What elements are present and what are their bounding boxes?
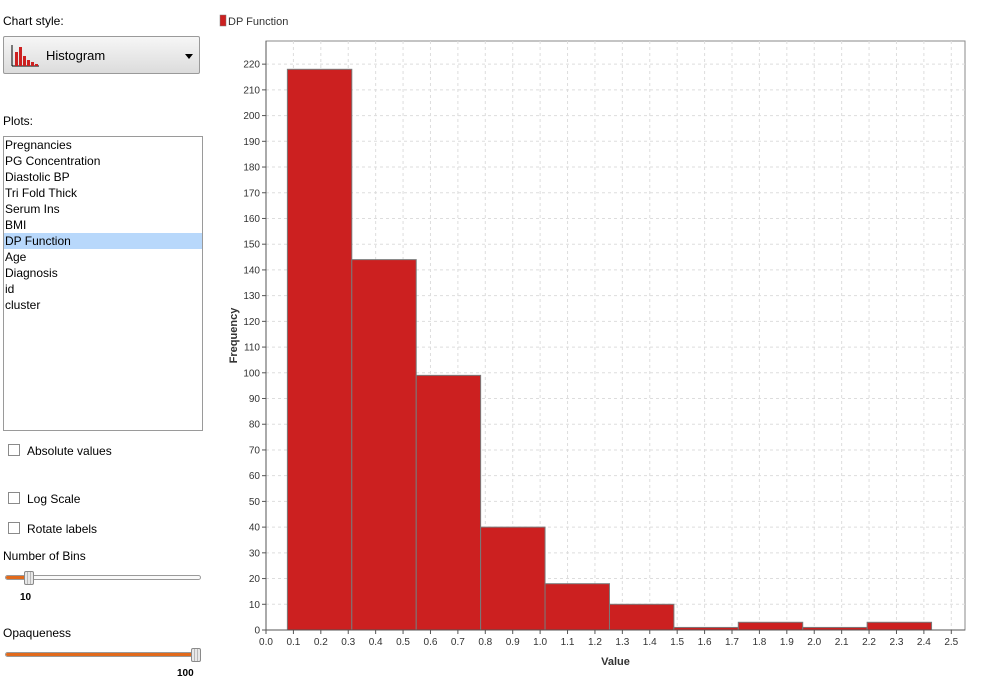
- y-tick-label: 140: [243, 265, 260, 276]
- y-tick-label: 220: [243, 60, 260, 71]
- x-tick-label: 1.1: [561, 637, 575, 648]
- histogram-bar: [415, 374, 482, 631]
- log-scale-label: Log Scale: [27, 492, 81, 506]
- x-tick-label: 1.8: [752, 637, 766, 648]
- x-tick-label: 1.4: [643, 637, 657, 648]
- y-tick-label: 110: [244, 343, 260, 354]
- x-tick-label: 1.9: [780, 637, 794, 648]
- y-axis-title: Frequency: [228, 307, 240, 364]
- plot-list-item[interactable]: Age: [5, 250, 27, 264]
- histogram-bar: [544, 583, 610, 631]
- x-tick-label: 1.2: [588, 637, 602, 648]
- y-tick-label: 130: [243, 291, 260, 302]
- number-of-bins-slider[interactable]: [5, 571, 201, 585]
- x-tick-label: 0.0: [259, 637, 273, 648]
- opaqueness-slider[interactable]: [5, 648, 201, 662]
- x-tick-label: 2.2: [862, 637, 876, 648]
- plot-list-item[interactable]: DP Function: [4, 233, 202, 249]
- y-tick-label: 210: [243, 85, 260, 96]
- y-tick-label: 160: [243, 214, 260, 225]
- y-tick-label: 150: [243, 240, 260, 251]
- chart-style-dropdown[interactable]: Histogram: [3, 36, 200, 74]
- y-tick-label: 70: [249, 445, 261, 456]
- plot-list-item[interactable]: Serum Ins: [5, 202, 60, 216]
- x-tick-label: 2.5: [944, 637, 958, 648]
- y-tick-label: 180: [243, 163, 260, 174]
- x-tick-label: 0.2: [314, 637, 328, 648]
- x-tick-label: 2.3: [890, 637, 904, 648]
- slider-fill: [6, 653, 194, 656]
- histogram-bar: [866, 621, 933, 631]
- plot-list-item[interactable]: PG Concentration: [5, 154, 101, 168]
- x-tick-label: 2.1: [835, 637, 849, 648]
- plot-list-item[interactable]: BMI: [5, 218, 27, 232]
- x-tick-label: 1.5: [670, 637, 684, 648]
- log-scale-checkbox[interactable]: [8, 492, 20, 504]
- x-axis-title: Value: [601, 656, 630, 668]
- y-tick-label: 90: [249, 394, 261, 405]
- plot-list-item[interactable]: Diagnosis: [5, 266, 58, 280]
- y-tick-label: 190: [243, 137, 260, 148]
- x-tick-label: 0.9: [506, 637, 520, 648]
- histogram-bar: [351, 259, 417, 631]
- number-of-bins-label: Number of Bins: [3, 549, 86, 563]
- slider-track: [5, 575, 201, 580]
- legend-label: DP Function: [228, 16, 288, 28]
- rotate-labels-label: Rotate labels: [27, 522, 98, 536]
- y-tick-label: 0: [254, 626, 260, 637]
- slider-thumb[interactable]: [24, 571, 34, 585]
- plots-label: Plots:: [3, 114, 34, 128]
- y-tick-label: 100: [243, 368, 260, 379]
- y-tick-label: 20: [249, 574, 261, 585]
- x-tick-label: 1.6: [698, 637, 712, 648]
- plots-list[interactable]: Pregnancies PG Concentration Diastolic BP T…: [3, 136, 203, 431]
- x-tick-label: 0.8: [478, 637, 492, 648]
- chart-style-value: Histogram: [46, 48, 106, 63]
- y-tick-label: 10: [249, 600, 261, 611]
- rotate-labels-checkbox[interactable]: [8, 522, 20, 534]
- x-tick-label: 2.4: [917, 637, 931, 648]
- opaqueness-value: 100: [177, 668, 194, 679]
- y-tick-label: 30: [249, 548, 261, 559]
- histogram-bar: [608, 603, 675, 631]
- y-tick-label: 80: [249, 420, 261, 431]
- x-tick-label: 0.5: [396, 637, 410, 648]
- x-tick-label: 0.7: [451, 637, 465, 648]
- plot-list-item[interactable]: Pregnancies: [5, 138, 72, 152]
- chevron-down-icon: [185, 54, 193, 59]
- y-tick-label: 40: [249, 523, 261, 534]
- x-tick-label: 1.7: [725, 637, 739, 648]
- legend-swatch: [219, 14, 227, 27]
- histogram-bar: [480, 526, 546, 631]
- y-tick-label: 200: [243, 111, 260, 122]
- slider-fill: [6, 576, 27, 579]
- y-tick-label: 50: [249, 497, 261, 508]
- plot-list-item[interactable]: Diastolic BP: [5, 170, 70, 184]
- y-tick-label: 120: [243, 317, 260, 328]
- opaqueness-label: Opaqueness: [3, 626, 72, 640]
- absolute-values-checkbox[interactable]: [8, 444, 20, 456]
- y-tick-label: 170: [243, 188, 260, 199]
- plot-list-item[interactable]: cluster: [5, 298, 41, 312]
- slider-thumb[interactable]: [191, 648, 201, 662]
- x-tick-label: 0.3: [341, 637, 355, 648]
- chart-style-label: Chart style:: [3, 14, 64, 28]
- x-tick-label: 0.1: [286, 637, 300, 648]
- histogram-bar: [737, 621, 804, 631]
- number-of-bins-value: 10: [20, 592, 32, 603]
- x-tick-label: 1.0: [533, 637, 547, 648]
- histogram-chart: 0 10 20 30 40 50 60 70 80 90 100 110 120 130 140 150 160…: [219, 14, 966, 668]
- plot-list-item[interactable]: id: [5, 282, 15, 296]
- x-tick-label: 0.6: [424, 637, 438, 648]
- x-tick-label: 0.4: [369, 637, 383, 648]
- x-tick-label: 2.0: [807, 637, 821, 648]
- x-tick-label: 1.3: [615, 637, 629, 648]
- absolute-values-label: Absolute values: [27, 444, 112, 458]
- histogram-icon: [11, 45, 39, 67]
- histogram-bar: [286, 68, 353, 631]
- y-tick-label: 60: [249, 471, 261, 482]
- plot-list-item[interactable]: Tri Fold Thick: [5, 186, 78, 200]
